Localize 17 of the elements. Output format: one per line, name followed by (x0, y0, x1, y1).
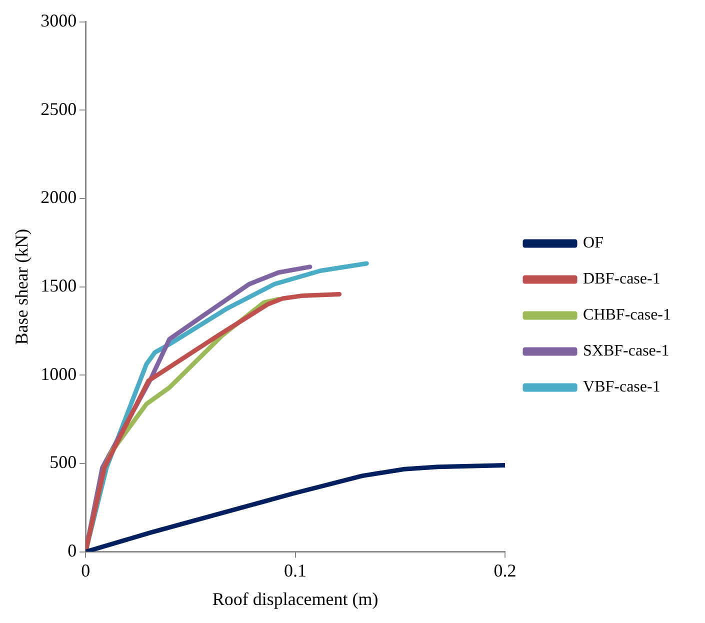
y-tick-label: 2500 (40, 98, 77, 119)
y-tick-label: 1000 (40, 364, 77, 384)
legend-label: CHBF-case-1 (583, 306, 671, 324)
x-axis-title: Roof displacement (m) (212, 588, 378, 609)
y-tick-label: 0 (68, 540, 77, 561)
y-tick-label: 2000 (40, 187, 77, 208)
y-axis-title: Base shear (kN) (12, 228, 32, 345)
legend-label: VBF-case-1 (583, 378, 660, 396)
legend-label: SXBF-case-1 (583, 342, 670, 360)
x-tick-label: 0.2 (494, 560, 516, 580)
x-tick-label: 0 (81, 560, 90, 580)
legend-label: DBF-case-1 (583, 270, 660, 288)
y-tick-label: 1500 (40, 276, 77, 296)
legend-label: OF (583, 234, 604, 252)
x-tick-label: 0.1 (284, 560, 307, 580)
y-tick-label: 3000 (40, 10, 77, 31)
y-tick-label: 500 (50, 452, 77, 472)
